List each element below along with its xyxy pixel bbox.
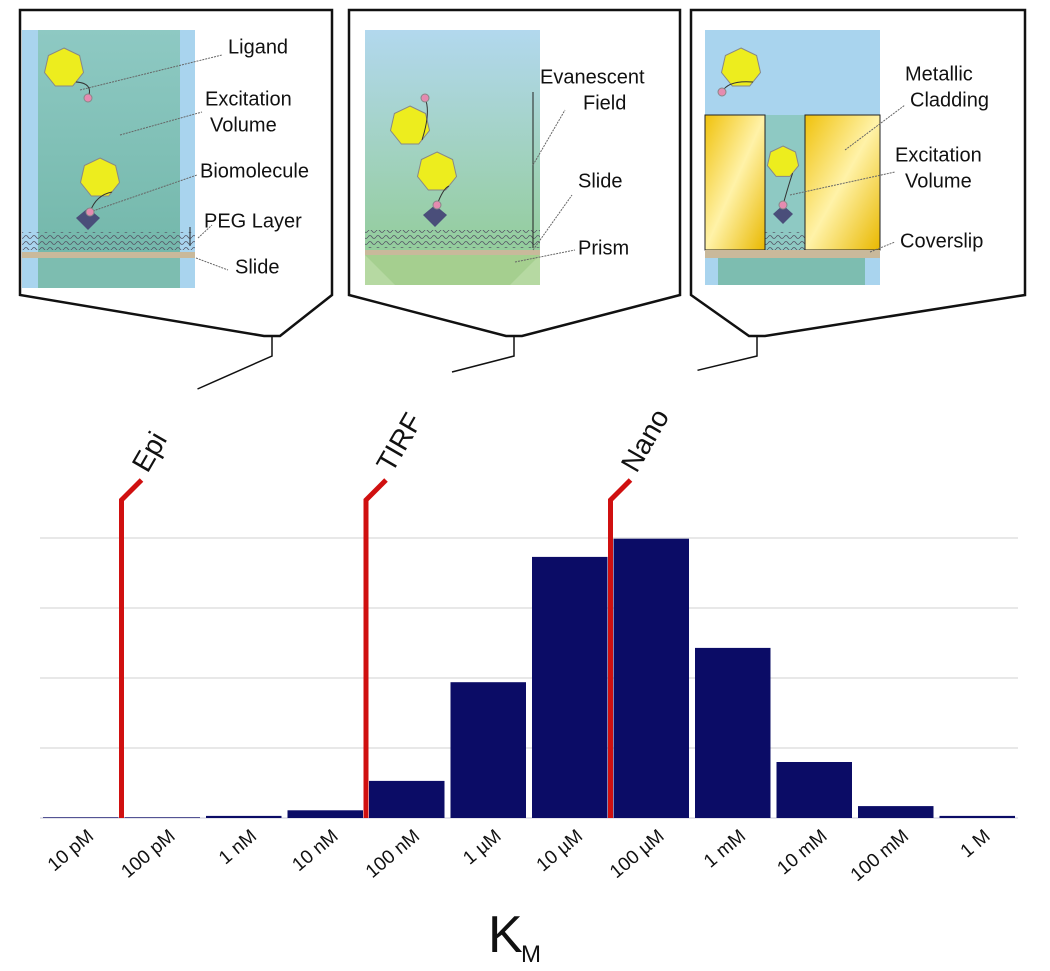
panel-label: PEG Layer	[204, 210, 302, 232]
panel-label: Field	[583, 92, 626, 114]
x-tick-label: 10 pM	[44, 826, 98, 876]
method-marker	[363, 478, 388, 818]
leader-lines	[789, 104, 906, 253]
slide	[365, 250, 540, 255]
ligand	[43, 47, 85, 87]
panel-label: Slide	[578, 170, 622, 192]
bar	[613, 538, 689, 818]
x-tick-label: 1 mM	[700, 826, 750, 873]
x-tick-label: 1 M	[957, 826, 995, 862]
bar	[43, 817, 119, 818]
bar	[450, 682, 526, 818]
ligand	[766, 145, 800, 177]
x-tick-label: 100 mM	[847, 826, 913, 886]
ligand	[720, 47, 762, 87]
tag	[432, 200, 442, 210]
method-label: Nano	[615, 404, 675, 477]
method-marker	[119, 478, 144, 818]
peg-layer	[22, 232, 195, 250]
peg-layer	[365, 230, 540, 248]
x-axis-title: K	[488, 906, 523, 964]
bar	[776, 762, 852, 818]
well	[765, 115, 805, 250]
x-tick-label: 100 pM	[117, 826, 179, 883]
ligand	[79, 157, 121, 197]
biomolecule	[773, 205, 793, 224]
tag	[420, 93, 430, 103]
panel-label: Slide	[235, 256, 279, 278]
x-tick-label: 100 µM	[606, 826, 668, 883]
panel-label: Metallic	[905, 63, 973, 85]
panel-label: Coverslip	[900, 230, 983, 252]
substrate	[718, 258, 865, 285]
tag	[717, 87, 727, 97]
panel-tirf: Evanescent Field Slide Prism	[347, 8, 682, 338]
method-label: TIRF	[370, 408, 428, 477]
leader-lines	[79, 54, 229, 271]
panel-label: Excitation	[895, 144, 982, 166]
callout-connector	[451, 336, 515, 373]
panel-label: Ligand	[228, 36, 288, 58]
bar	[369, 780, 445, 818]
tag	[83, 93, 93, 103]
callout-box	[18, 8, 334, 338]
x-tick-label: 1 nM	[215, 826, 261, 869]
coverslip	[705, 250, 880, 258]
x-tick-label: 10 µM	[533, 826, 587, 876]
panel-label: Volume	[210, 114, 277, 136]
ligand	[389, 105, 431, 145]
bar	[695, 647, 771, 818]
bar	[287, 810, 363, 818]
method-label: Epi	[126, 426, 173, 477]
slide-body	[38, 258, 180, 288]
panel-label: Excitation	[205, 88, 292, 110]
prism-face	[365, 255, 540, 285]
bar	[939, 815, 1015, 818]
cladding	[704, 114, 766, 251]
panel-label: Prism	[578, 237, 629, 259]
leader-lines	[514, 109, 576, 263]
tag	[778, 200, 788, 210]
bar	[206, 815, 282, 818]
tag	[85, 207, 95, 217]
x-axis-title-sub: M	[521, 941, 541, 968]
callout-connector	[697, 336, 758, 372]
panel-label: Evanescent	[540, 66, 645, 88]
panel-label: Volume	[905, 170, 972, 192]
x-tick-label: 1 µM	[459, 826, 505, 869]
x-tick-label: 10 nM	[289, 826, 343, 876]
bar	[858, 806, 934, 818]
bar	[124, 817, 200, 818]
ligand	[416, 151, 458, 191]
ligands	[43, 47, 800, 217]
slide	[22, 252, 195, 258]
x-tick-label: 10 mM	[773, 826, 831, 879]
panel-label: Biomolecule	[200, 160, 309, 182]
cladding	[804, 114, 881, 251]
peg-layer	[765, 232, 805, 250]
callout-connector	[197, 336, 273, 390]
x-tick-label: 100 nM	[362, 826, 424, 883]
callout-box	[347, 8, 682, 338]
biomolecule	[423, 205, 447, 227]
bar	[532, 556, 608, 818]
panel-label: Cladding	[910, 89, 989, 111]
callout-box	[689, 8, 1027, 338]
method-marker	[608, 478, 633, 818]
